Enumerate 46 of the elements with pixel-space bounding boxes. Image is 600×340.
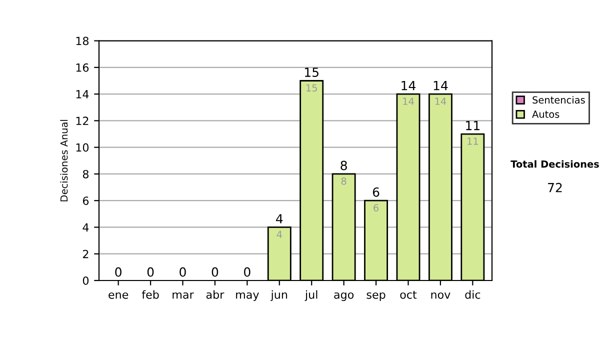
y-tick-label: 10 <box>76 143 89 152</box>
total-label: 8 <box>340 160 347 170</box>
total-label: 0 <box>244 267 250 277</box>
data-label: 4 <box>276 230 282 238</box>
total-label: 0 <box>180 267 186 277</box>
y-tick-label: 0 <box>82 276 89 285</box>
data-label: 8 <box>341 177 346 185</box>
data-label: 15 <box>306 84 317 92</box>
text: 72 <box>548 182 562 192</box>
y-tick-label: 18 <box>76 36 89 46</box>
x-tick-label: mar <box>172 292 194 299</box>
y-tick-label: 16 <box>76 63 89 72</box>
total-label: 14 <box>402 81 416 90</box>
x-tick-label: abr <box>206 290 224 299</box>
y-tick-label: 8 <box>82 170 89 178</box>
total-label: 0 <box>212 267 218 277</box>
y-tick-label: 2 <box>83 250 88 258</box>
total-label: 0 <box>147 267 154 277</box>
data-label: 11 <box>468 138 478 145</box>
legend-label: Sentencias <box>532 96 585 104</box>
data-label: 14 <box>403 98 414 105</box>
y-axis-title: Decisiones Anual <box>60 120 68 202</box>
total-label: 14 <box>434 81 448 90</box>
x-tick-label: jul <box>304 290 318 301</box>
text: Total Decisiones <box>510 160 599 168</box>
total-label: 15 <box>305 68 318 77</box>
x-tick-label: oct <box>400 290 417 299</box>
x-tick-label: ago <box>334 292 354 301</box>
x-tick-label: dic <box>465 290 480 299</box>
legend-label: Autos <box>532 110 560 118</box>
total-label: 11 <box>466 120 480 130</box>
y-tick-label: 14 <box>76 90 89 98</box>
data-label: 6 <box>374 204 379 212</box>
data-label: 14 <box>435 98 446 105</box>
x-tick-label: nov <box>431 292 450 299</box>
x-tick-label: feb <box>142 290 159 299</box>
total-label: 4 <box>276 214 283 224</box>
total-label: 6 <box>372 187 380 197</box>
y-tick-label: 6 <box>82 196 89 205</box>
total-label: 0 <box>115 267 122 277</box>
y-tick-label: 12 <box>76 116 88 125</box>
x-tick-label: jun <box>270 290 288 301</box>
y-tick-label: 4 <box>82 223 89 232</box>
x-tick-label: ene <box>108 292 128 299</box>
x-tick-label: may <box>236 292 259 301</box>
x-tick-label: sep <box>366 292 386 301</box>
